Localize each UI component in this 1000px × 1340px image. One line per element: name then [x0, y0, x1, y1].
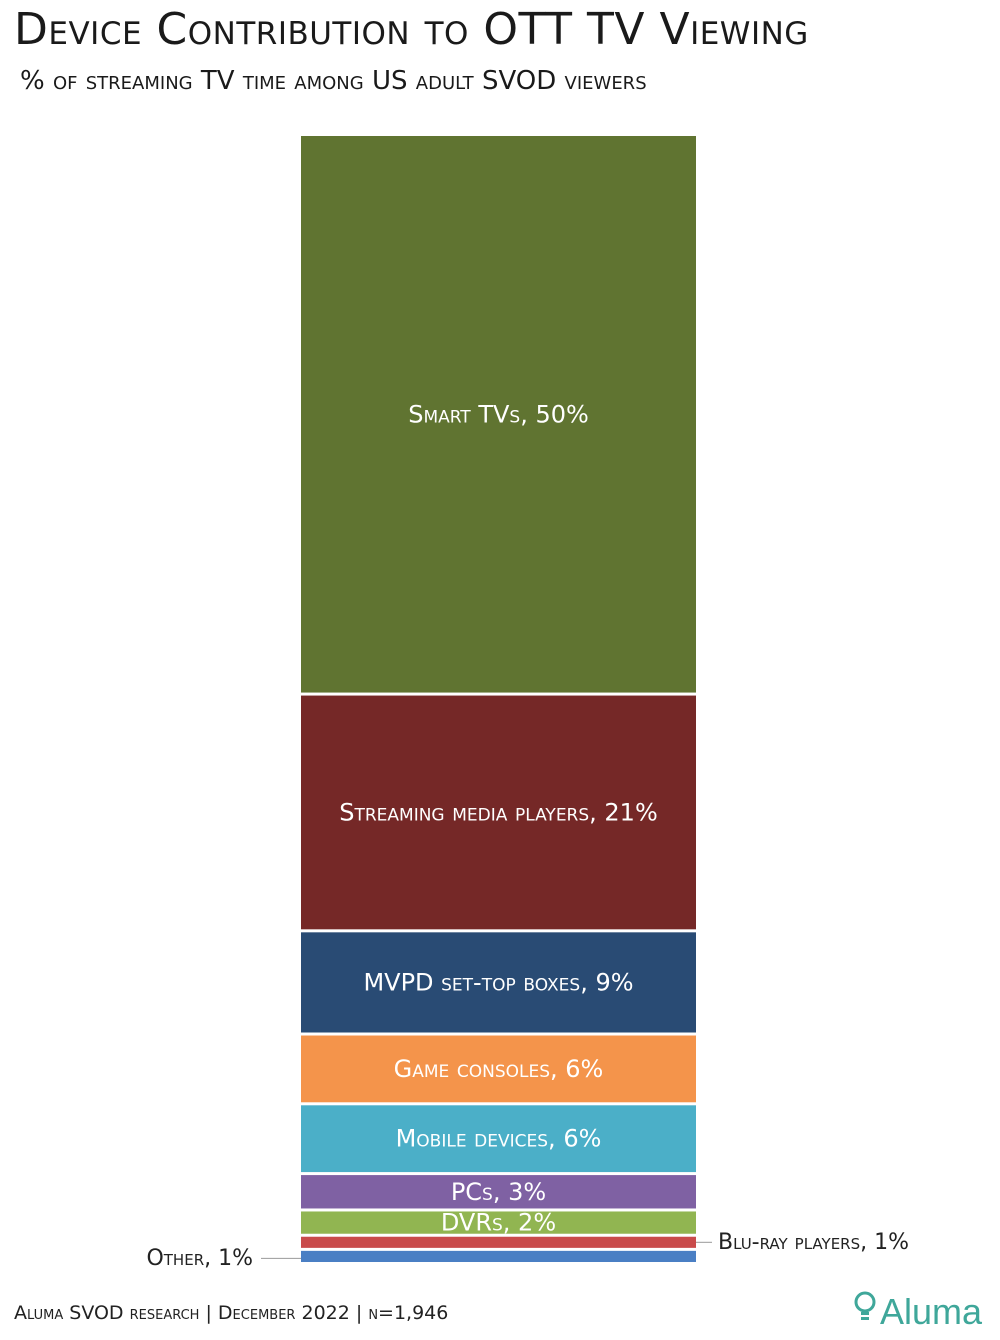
- segment-label: Other, 1%: [146, 1246, 253, 1271]
- bar-segment-pcs: [301, 1175, 696, 1209]
- brand-name: Aluma: [879, 1290, 982, 1332]
- bar-segment-streaming-media-players: [301, 695, 696, 930]
- bar-segment-smart-tvs: [301, 136, 696, 693]
- segment-label: DVRs, 2%: [441, 1209, 556, 1237]
- lightbulb-icon: [852, 1290, 878, 1333]
- chart-title: Device Contribution to OTT TV Viewing: [14, 4, 809, 55]
- bar-segment-dvrs: [301, 1211, 696, 1234]
- chart-subtitle: % of streaming TV time among US adult SV…: [20, 66, 647, 96]
- segment-label: PCs, 3%: [451, 1178, 546, 1206]
- segment-label: Blu-ray players, 1%: [718, 1230, 909, 1255]
- segment-label: MVPD set-top boxes, 9%: [363, 968, 633, 996]
- bar-segment-mvpd-set-top-boxes: [301, 932, 696, 1033]
- segment-label: Mobile devices, 6%: [396, 1125, 602, 1153]
- segment-label: Smart TVs, 50%: [408, 400, 589, 428]
- source-note: Aluma SVOD research | December 2022 | n=…: [14, 1302, 449, 1324]
- bar-segment-game-consoles: [301, 1035, 696, 1103]
- bar-segment-blu-ray-players: [301, 1236, 696, 1248]
- bar-segment-mobile-devices: [301, 1105, 696, 1173]
- segment-label: Game consoles, 6%: [394, 1055, 604, 1083]
- bar-segment-other: [301, 1250, 696, 1262]
- segment-label: Streaming media players, 21%: [339, 798, 658, 826]
- brand-logo: Aluma: [852, 1290, 982, 1333]
